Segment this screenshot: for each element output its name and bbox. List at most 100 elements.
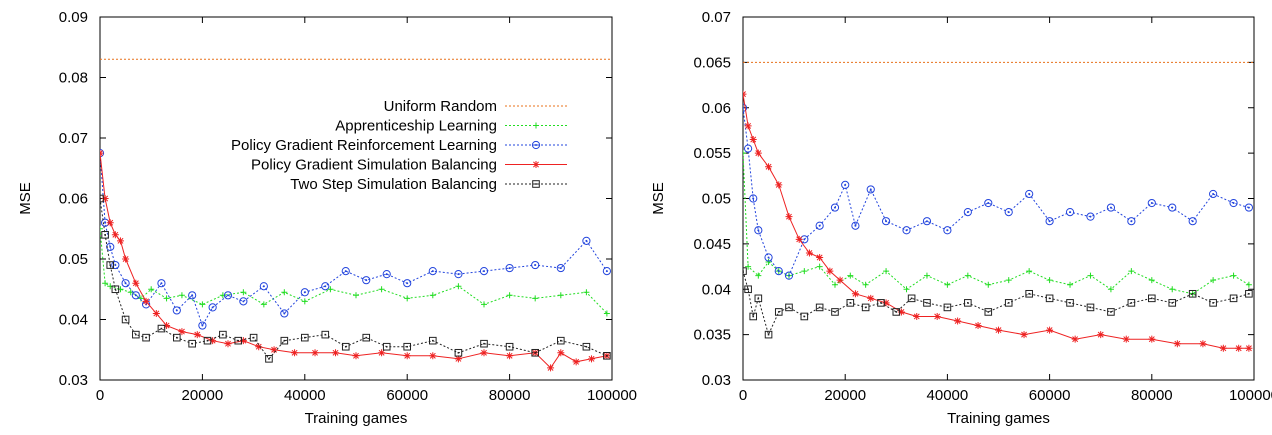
data-point bbox=[913, 312, 921, 320]
data-point bbox=[1245, 344, 1253, 352]
data-point bbox=[188, 339, 196, 348]
data-point bbox=[861, 303, 870, 312]
data-point bbox=[403, 279, 412, 288]
data-point bbox=[836, 276, 844, 284]
data-point bbox=[132, 330, 140, 339]
data-point bbox=[163, 322, 171, 330]
data-point bbox=[178, 292, 185, 299]
data-point bbox=[749, 194, 758, 203]
data-point bbox=[157, 279, 166, 288]
data-point bbox=[801, 268, 808, 275]
data-point bbox=[831, 308, 839, 316]
x-tick-label: 60000 bbox=[386, 387, 428, 404]
data-point bbox=[260, 301, 267, 308]
data-point bbox=[352, 352, 360, 360]
data-point bbox=[240, 289, 247, 296]
data-point bbox=[300, 288, 309, 297]
data-point bbox=[454, 348, 463, 357]
data-point bbox=[106, 242, 115, 251]
data-point bbox=[193, 331, 201, 339]
data-point bbox=[122, 255, 130, 263]
data-point bbox=[602, 267, 611, 276]
data-point bbox=[984, 198, 993, 208]
series-line bbox=[743, 107, 1250, 277]
data-point bbox=[223, 291, 233, 300]
data-point bbox=[281, 289, 288, 296]
x-tick-label: 0 bbox=[96, 387, 104, 404]
data-point bbox=[301, 298, 308, 305]
data-point bbox=[506, 292, 513, 299]
data-point bbox=[964, 272, 971, 279]
y-tick-label: 0.07 bbox=[702, 9, 731, 26]
data-point bbox=[785, 213, 793, 221]
series-3 bbox=[743, 90, 1253, 352]
data-point bbox=[1107, 308, 1115, 316]
data-point bbox=[100, 225, 103, 232]
y-tick-label: 0.03 bbox=[59, 372, 88, 389]
data-point bbox=[362, 276, 371, 285]
data-point bbox=[362, 333, 371, 342]
data-point bbox=[480, 339, 488, 348]
data-point bbox=[234, 336, 243, 345]
data-point bbox=[743, 267, 747, 275]
data-point bbox=[816, 263, 823, 270]
data-point bbox=[1025, 289, 1033, 298]
data-point bbox=[765, 259, 772, 266]
legend-label: Policy Gradient Reinforcement Learning bbox=[231, 137, 497, 154]
plot-frame bbox=[99, 16, 613, 381]
data-point bbox=[455, 283, 462, 290]
data-point bbox=[255, 343, 263, 351]
data-point bbox=[1045, 217, 1054, 226]
data-point bbox=[943, 303, 952, 312]
data-point bbox=[556, 263, 565, 273]
data-point bbox=[1066, 299, 1074, 307]
legend-label: Policy Gradient Simulation Balancing bbox=[251, 157, 497, 174]
data-point bbox=[1122, 335, 1130, 343]
y-tick-label: 0.09 bbox=[59, 9, 88, 26]
data-point bbox=[280, 336, 289, 345]
data-point bbox=[603, 352, 611, 360]
data-point bbox=[754, 149, 762, 157]
data-point bbox=[506, 352, 514, 360]
data-point bbox=[582, 236, 591, 245]
data-point bbox=[203, 336, 212, 345]
data-point bbox=[984, 308, 993, 316]
data-point bbox=[1025, 189, 1034, 199]
data-point bbox=[505, 263, 514, 273]
data-point bbox=[907, 294, 916, 303]
legend-label: Two Step Simulation Balancing bbox=[290, 176, 497, 193]
data-point bbox=[532, 295, 539, 302]
x-tick-label: 80000 bbox=[489, 387, 531, 404]
data-point bbox=[142, 297, 150, 305]
data-point bbox=[851, 290, 859, 298]
data-point bbox=[163, 295, 170, 302]
series-4 bbox=[743, 267, 1253, 339]
data-point bbox=[1087, 272, 1094, 279]
data-point bbox=[785, 303, 793, 312]
data-point bbox=[877, 299, 885, 307]
y-tick-label: 0.03 bbox=[702, 372, 731, 389]
data-point bbox=[1148, 277, 1155, 284]
data-point bbox=[152, 309, 160, 317]
data-point bbox=[902, 226, 911, 235]
series-line bbox=[100, 153, 608, 327]
data-point bbox=[815, 303, 824, 312]
data-point bbox=[429, 336, 437, 345]
legend: Uniform Random Apprenticeship Learning Pol… bbox=[231, 98, 567, 193]
data-point bbox=[1086, 303, 1095, 312]
data-point bbox=[454, 270, 463, 279]
data-point bbox=[148, 286, 155, 293]
x-tick-label: 0 bbox=[739, 387, 747, 404]
data-point bbox=[121, 315, 130, 324]
data-point bbox=[881, 217, 891, 226]
y-tick-label: 0.04 bbox=[702, 281, 731, 298]
data-point bbox=[382, 270, 391, 279]
data-point bbox=[1209, 189, 1218, 199]
data-point bbox=[429, 292, 436, 299]
legend-label: Uniform Random bbox=[384, 98, 497, 115]
data-point bbox=[1173, 340, 1181, 348]
data-point bbox=[603, 310, 610, 317]
data-point bbox=[784, 271, 794, 280]
data-point bbox=[775, 181, 783, 189]
data-point bbox=[841, 180, 850, 189]
